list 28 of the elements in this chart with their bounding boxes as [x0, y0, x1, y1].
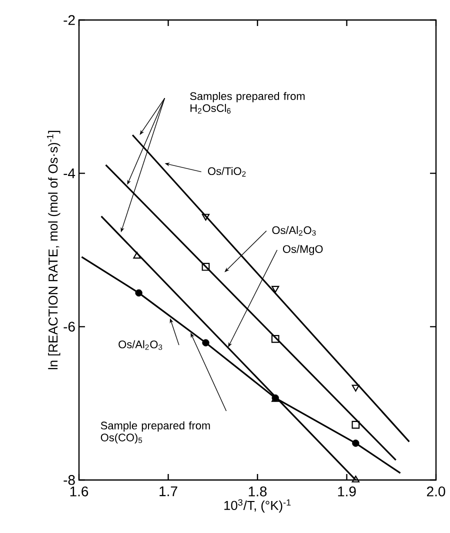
point: [352, 420, 360, 429]
y-tick-label: -2: [64, 15, 75, 25]
point: [202, 214, 210, 221]
x-tick-label: 1.7: [160, 486, 178, 496]
x-tick-label: 2.0: [427, 486, 446, 496]
point: [271, 334, 280, 343]
x-tick-label: 1.9: [338, 486, 356, 496]
y-tick-label: -4: [64, 168, 76, 178]
point: [202, 262, 210, 271]
y-axis-title: ln [REACTION RATE, mol (mol of Os·s)$^{-1}$]: [46, 130, 60, 370]
annotation: Samples prepared from H$_{2}$OsCl$_{6}$: [190, 92, 305, 114]
point: [352, 476, 360, 482]
annotation: Os/Al$_{2}$O$_{3}$: [118, 340, 162, 350]
y-tick-label: -8: [64, 475, 75, 485]
point: [202, 339, 210, 346]
x-tick-label: 1.8: [248, 486, 267, 496]
point: [352, 440, 360, 447]
point: [352, 384, 360, 392]
x-axis-title: 10$^{3}$/T, (°K)$^{-1}$: [224, 499, 291, 513]
annotation: Os/TiO$_{2}$: [208, 167, 246, 177]
point: [135, 289, 142, 297]
point: [133, 252, 141, 259]
annotation: Os/Al$_{2}$O$_{3}$: [272, 226, 316, 236]
annotation: Os/MgO: [282, 244, 323, 256]
y-tick-label: -6: [64, 322, 75, 332]
annotation: Sample prepared from Os(CO)$_{5}$: [100, 421, 210, 444]
point: [272, 286, 280, 293]
x-tick-label: 1.6: [70, 486, 88, 496]
